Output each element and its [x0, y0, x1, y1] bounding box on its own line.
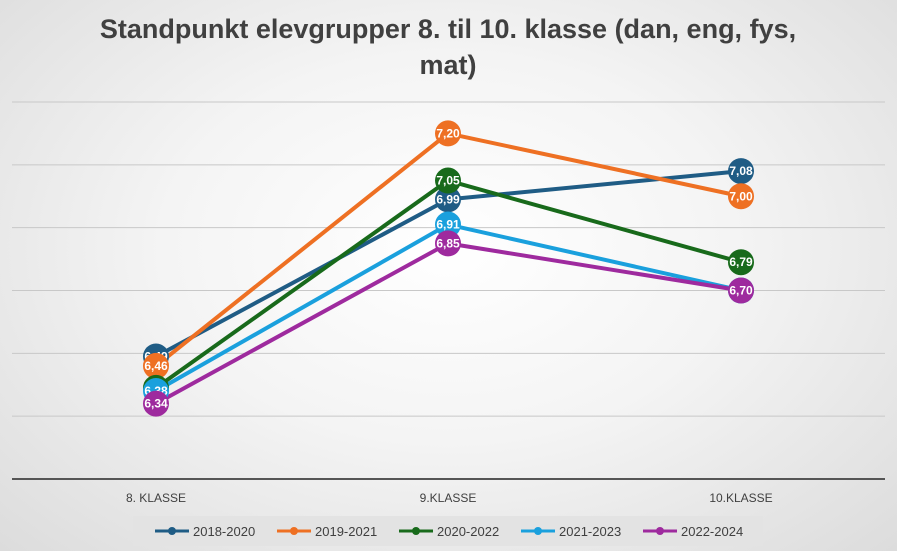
legend-marker-2019-2021 [290, 527, 298, 535]
data-label-2022-2024-1: 6,85 [436, 236, 460, 250]
legend-label-2019-2021: 2019-2021 [315, 524, 377, 539]
legend-marker-2018-2020 [168, 527, 176, 535]
data-label-2019-2021-1: 7,20 [436, 126, 460, 140]
data-point-2019-2021-2 [728, 183, 754, 210]
data-point-2020-2022-1 [435, 167, 461, 194]
data-point-2020-2022-2 [728, 249, 754, 276]
chart-title-line-1: Standpunkt elevgrupper 8. til 10. klasse… [100, 14, 796, 44]
data-point-2019-2021-0 [143, 352, 169, 379]
legend-marker-2021-2023 [534, 527, 542, 535]
legend-label-2022-2024: 2022-2024 [681, 524, 743, 539]
data-label-2020-2022-1: 7,05 [436, 174, 460, 188]
gridlines [12, 101, 885, 417]
data-point-2021-2023-1 [435, 211, 461, 238]
chart-title-line-2: mat) [419, 50, 476, 80]
legend-label-2020-2022: 2020-2022 [437, 524, 499, 539]
data-point-2018-2020-2 [728, 158, 754, 185]
data-point-2019-2021-1 [435, 120, 461, 147]
series-layer: 6,496,997,086,467,207,006,397,056,796,38… [143, 120, 754, 417]
data-point-2022-2024-1 [435, 230, 461, 257]
data-point-2022-2024-0 [143, 390, 169, 417]
data-label-2022-2024-2: 6,70 [729, 284, 753, 298]
legend: 2018-2020 2019-2021 2020-2022 2021-2023 2022… [133, 516, 763, 546]
x-tick-label-8-klasse: 8. KLASSE [126, 491, 186, 505]
data-label-2018-2020-2: 7,08 [729, 164, 753, 178]
data-label-2020-2022-2: 6,79 [729, 255, 753, 269]
data-point-2018-2020-1 [435, 186, 461, 213]
x-tick-label-10-klasse: 10.KLASSE [709, 491, 772, 505]
legend-marker-2022-2024 [656, 527, 664, 535]
data-label-2021-2023-1: 6,91 [436, 218, 460, 232]
x-tick-label-9-klasse: 9.KLASSE [420, 491, 477, 505]
legend-label-2018-2020: 2018-2020 [193, 524, 255, 539]
legend-marker-2020-2022 [412, 527, 420, 535]
data-label-2019-2021-2: 7,00 [729, 189, 753, 203]
data-label-2022-2024-0: 6,34 [144, 397, 168, 411]
data-point-2022-2024-2 [728, 277, 754, 304]
data-label-2019-2021-0: 6,46 [144, 359, 168, 373]
data-label-2018-2020-1: 6,99 [436, 192, 460, 206]
legend-label-2021-2023: 2021-2023 [559, 524, 621, 539]
